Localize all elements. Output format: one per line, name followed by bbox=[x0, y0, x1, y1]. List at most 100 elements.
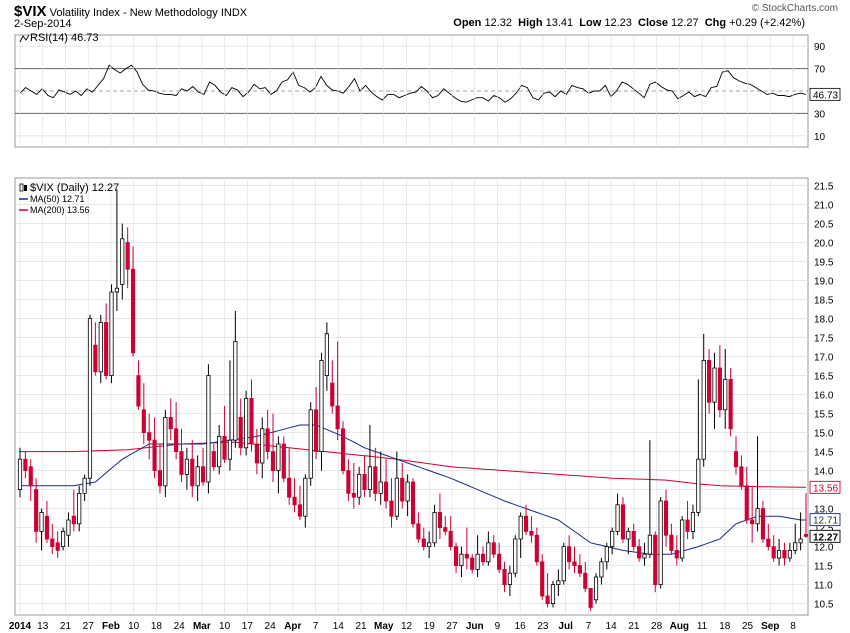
x-axis-label: Sep bbox=[761, 621, 779, 632]
price-tick-label: 14.0 bbox=[814, 467, 834, 478]
candle-body bbox=[798, 538, 803, 544]
candle-body bbox=[357, 473, 362, 498]
candle-body bbox=[572, 561, 577, 566]
candle-body bbox=[545, 595, 550, 604]
price-tick-label: 20.5 bbox=[814, 220, 834, 231]
x-axis-label: 27 bbox=[446, 621, 458, 632]
candle-body bbox=[227, 439, 233, 460]
price-tick-label: 15.5 bbox=[814, 410, 834, 421]
candle-body bbox=[168, 416, 173, 430]
candle-body bbox=[28, 466, 33, 487]
candle-body bbox=[518, 515, 523, 540]
price-frame bbox=[14, 177, 809, 616]
candle-body bbox=[497, 553, 502, 570]
candle-body bbox=[540, 561, 545, 597]
candle-body bbox=[416, 523, 421, 540]
x-axis-label: Feb bbox=[102, 621, 120, 632]
candle-body bbox=[195, 466, 200, 487]
chg-label: Chg bbox=[704, 17, 727, 29]
ma200-line bbox=[20, 441, 806, 488]
x-axis-label: 25 bbox=[742, 621, 754, 632]
candle-body bbox=[480, 553, 486, 563]
rsi-legend-icon bbox=[19, 34, 30, 43]
watermark: © StockCharts.com bbox=[751, 3, 838, 14]
candle-body bbox=[179, 451, 184, 475]
x-axis-label: 8 bbox=[790, 621, 796, 632]
ma200-badge: 13.56 bbox=[813, 483, 838, 494]
x-axis-label: 16 bbox=[515, 621, 527, 632]
price-tick-label: 19.5 bbox=[814, 258, 834, 269]
candle-body bbox=[389, 500, 394, 517]
candle-body bbox=[222, 435, 227, 460]
candle-body bbox=[755, 508, 760, 525]
price-tick-label: 12.5 bbox=[814, 524, 834, 535]
price-tick-label: 13.0 bbox=[814, 505, 834, 516]
candle-body bbox=[367, 466, 373, 490]
candle-body bbox=[276, 443, 281, 472]
candle-body bbox=[453, 546, 459, 566]
candle-body bbox=[556, 580, 561, 585]
exchange: INDX bbox=[220, 7, 248, 19]
candle-body bbox=[777, 550, 782, 559]
candle-body bbox=[712, 367, 717, 403]
x-axis-label: 18 bbox=[719, 621, 731, 632]
rsi-legend: RSI(14) 46.73 bbox=[30, 32, 98, 44]
candle-body bbox=[502, 569, 507, 586]
candle-body bbox=[351, 492, 356, 498]
chart-header-title: $VIX Volatility Index - New Methodology … bbox=[14, 3, 247, 20]
candle-body bbox=[680, 519, 685, 559]
candle-body bbox=[696, 458, 701, 513]
candle-body bbox=[793, 542, 798, 551]
rsi-value-badge-box bbox=[809, 87, 841, 101]
candle-body bbox=[760, 508, 766, 540]
candle-body bbox=[550, 584, 556, 604]
ma50-legend: MA(50) 12.71 bbox=[30, 194, 85, 204]
candle-body bbox=[771, 546, 776, 559]
open-label: Open bbox=[453, 17, 482, 29]
candle-body bbox=[93, 344, 98, 373]
candle-body bbox=[690, 512, 696, 532]
candle-body bbox=[125, 242, 130, 270]
candle-body bbox=[303, 477, 308, 517]
candle-body bbox=[44, 515, 49, 540]
candle-body bbox=[744, 485, 749, 521]
candle-body bbox=[400, 477, 405, 502]
candle-body bbox=[17, 458, 23, 491]
price-tick-label: 17.5 bbox=[814, 334, 834, 345]
candle-body bbox=[384, 481, 389, 502]
x-axis-label: Apr bbox=[284, 621, 301, 632]
x-axis-label: Jun bbox=[466, 621, 484, 632]
candle-body bbox=[647, 534, 652, 555]
ma50-badge: 12.71 bbox=[813, 516, 838, 527]
x-axis-label: 19 bbox=[424, 621, 436, 632]
low-label: Low bbox=[579, 17, 602, 29]
candle-body bbox=[604, 546, 609, 563]
high-value: 13.41 bbox=[545, 17, 574, 29]
candle-body bbox=[77, 492, 82, 525]
candle-body bbox=[330, 382, 335, 407]
candle-body bbox=[174, 428, 179, 452]
chg-value: +0.29 (+2.42%) bbox=[729, 17, 805, 29]
high-label: High bbox=[518, 17, 543, 29]
rsi-tick-label: 90 bbox=[814, 42, 826, 53]
candle-body bbox=[244, 397, 249, 449]
close-badge-box bbox=[809, 529, 841, 543]
candle-body bbox=[314, 409, 319, 452]
candle-body bbox=[71, 515, 76, 525]
candle-body bbox=[130, 268, 136, 354]
candle-body bbox=[136, 375, 141, 407]
candle-body bbox=[583, 572, 588, 589]
price-tick-label: 19.0 bbox=[814, 277, 834, 288]
candle-body bbox=[211, 451, 216, 468]
candle-body bbox=[717, 367, 722, 411]
candle-body bbox=[34, 489, 39, 532]
candle-body bbox=[346, 470, 351, 494]
price-tick-label: 11.5 bbox=[814, 562, 833, 573]
candle-body bbox=[561, 546, 566, 582]
candle-body bbox=[653, 534, 658, 586]
candle-body bbox=[60, 531, 66, 548]
candle-body bbox=[739, 466, 744, 487]
candle-body bbox=[534, 534, 539, 563]
candle-body bbox=[486, 542, 491, 563]
